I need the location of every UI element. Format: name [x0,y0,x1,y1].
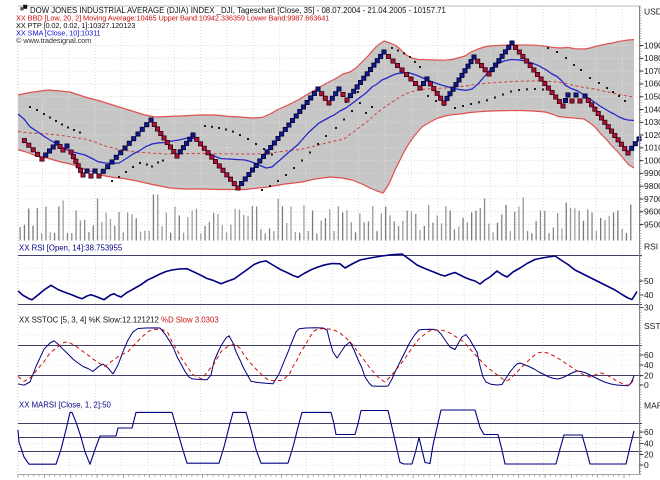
svg-text:10200: 10200 [644,130,660,140]
svg-text:XX MARSI [Close, 1, 2]:50: XX MARSI [Close, 1, 2]:50 [19,401,112,410]
svg-text:9700: 9700 [644,194,660,204]
svg-text:XX BBD [Low, 20, 2] Moving Ave: XX BBD [Low, 20, 2] Moving Average:10465… [16,14,329,23]
svg-text:20: 20 [644,370,654,380]
svg-text:9500: 9500 [644,219,660,229]
svg-text:30: 30 [644,302,654,312]
svg-text:10700: 10700 [644,66,660,76]
svg-text:© www.tradesignal.com: © www.tradesignal.com [16,36,91,45]
svg-text:50: 50 [644,276,654,286]
svg-text:20: 20 [644,449,654,459]
svg-text:40: 40 [644,360,654,370]
svg-text:10300: 10300 [644,117,660,127]
svg-text:MAR: MAR [644,401,660,411]
svg-text:USD: USD [644,7,660,17]
svg-text:0: 0 [644,380,649,390]
svg-text:10900: 10900 [644,40,660,50]
svg-text:10100: 10100 [644,143,660,153]
svg-text:SST: SST [644,321,660,331]
svg-text:XX RSI [Open, 14]:38.753955: XX RSI [Open, 14]:38.753955 [19,244,123,253]
svg-text:RSI: RSI [644,242,658,252]
svg-text:9900: 9900 [644,168,660,178]
svg-text:DOW JONES INDUSTRIAL AVERAGE (: DOW JONES INDUSTRIAL AVERAGE (DJIA) INDE… [30,6,446,15]
svg-text:0: 0 [644,460,649,470]
svg-text:XX SSTOC [5, 3, 4] %K Slow:12.: XX SSTOC [5, 3, 4] %K Slow:12.121212 %D … [19,316,219,325]
svg-text:9800: 9800 [644,181,660,191]
svg-text:40: 40 [644,290,654,300]
svg-text:10600: 10600 [644,79,660,89]
svg-text:10500: 10500 [644,92,660,102]
svg-text:60: 60 [644,350,654,360]
svg-text:XX SMA [Close, 10]:10311: XX SMA [Close, 10]:10311 [16,29,101,38]
svg-text:10000: 10000 [644,155,660,165]
svg-text:60: 60 [644,427,654,437]
svg-text:XX PTP [0.02, 0.02, 1]:10327.1: XX PTP [0.02, 0.02, 1]:10327.120123 [16,21,135,30]
svg-text:10400: 10400 [644,104,660,114]
svg-text:40: 40 [644,438,654,448]
svg-text:9600: 9600 [644,207,660,217]
svg-text:10800: 10800 [644,53,660,63]
